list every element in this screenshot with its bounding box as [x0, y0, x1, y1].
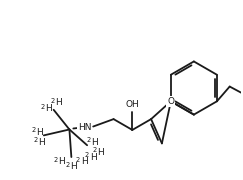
- Text: 2: 2: [85, 152, 89, 158]
- Text: H: H: [58, 158, 65, 166]
- Text: H: H: [45, 104, 52, 113]
- Text: H: H: [90, 152, 96, 161]
- Text: 2: 2: [50, 98, 55, 104]
- Text: OH: OH: [125, 100, 139, 109]
- Text: H: H: [81, 158, 87, 166]
- Text: H: H: [97, 148, 104, 157]
- Text: 2: 2: [65, 162, 69, 168]
- Text: 2: 2: [41, 104, 45, 110]
- Text: 2: 2: [53, 157, 58, 163]
- Text: H: H: [55, 98, 62, 107]
- Text: H: H: [92, 138, 98, 147]
- Text: O: O: [167, 97, 174, 106]
- Text: 2: 2: [87, 137, 91, 143]
- Text: H: H: [70, 162, 77, 171]
- Text: HN: HN: [78, 123, 91, 132]
- Text: 2: 2: [32, 127, 36, 133]
- Text: 2: 2: [93, 147, 97, 153]
- Text: 2: 2: [34, 137, 38, 143]
- Text: 2: 2: [76, 157, 80, 163]
- Text: H: H: [36, 128, 43, 137]
- Text: H: H: [38, 138, 45, 147]
